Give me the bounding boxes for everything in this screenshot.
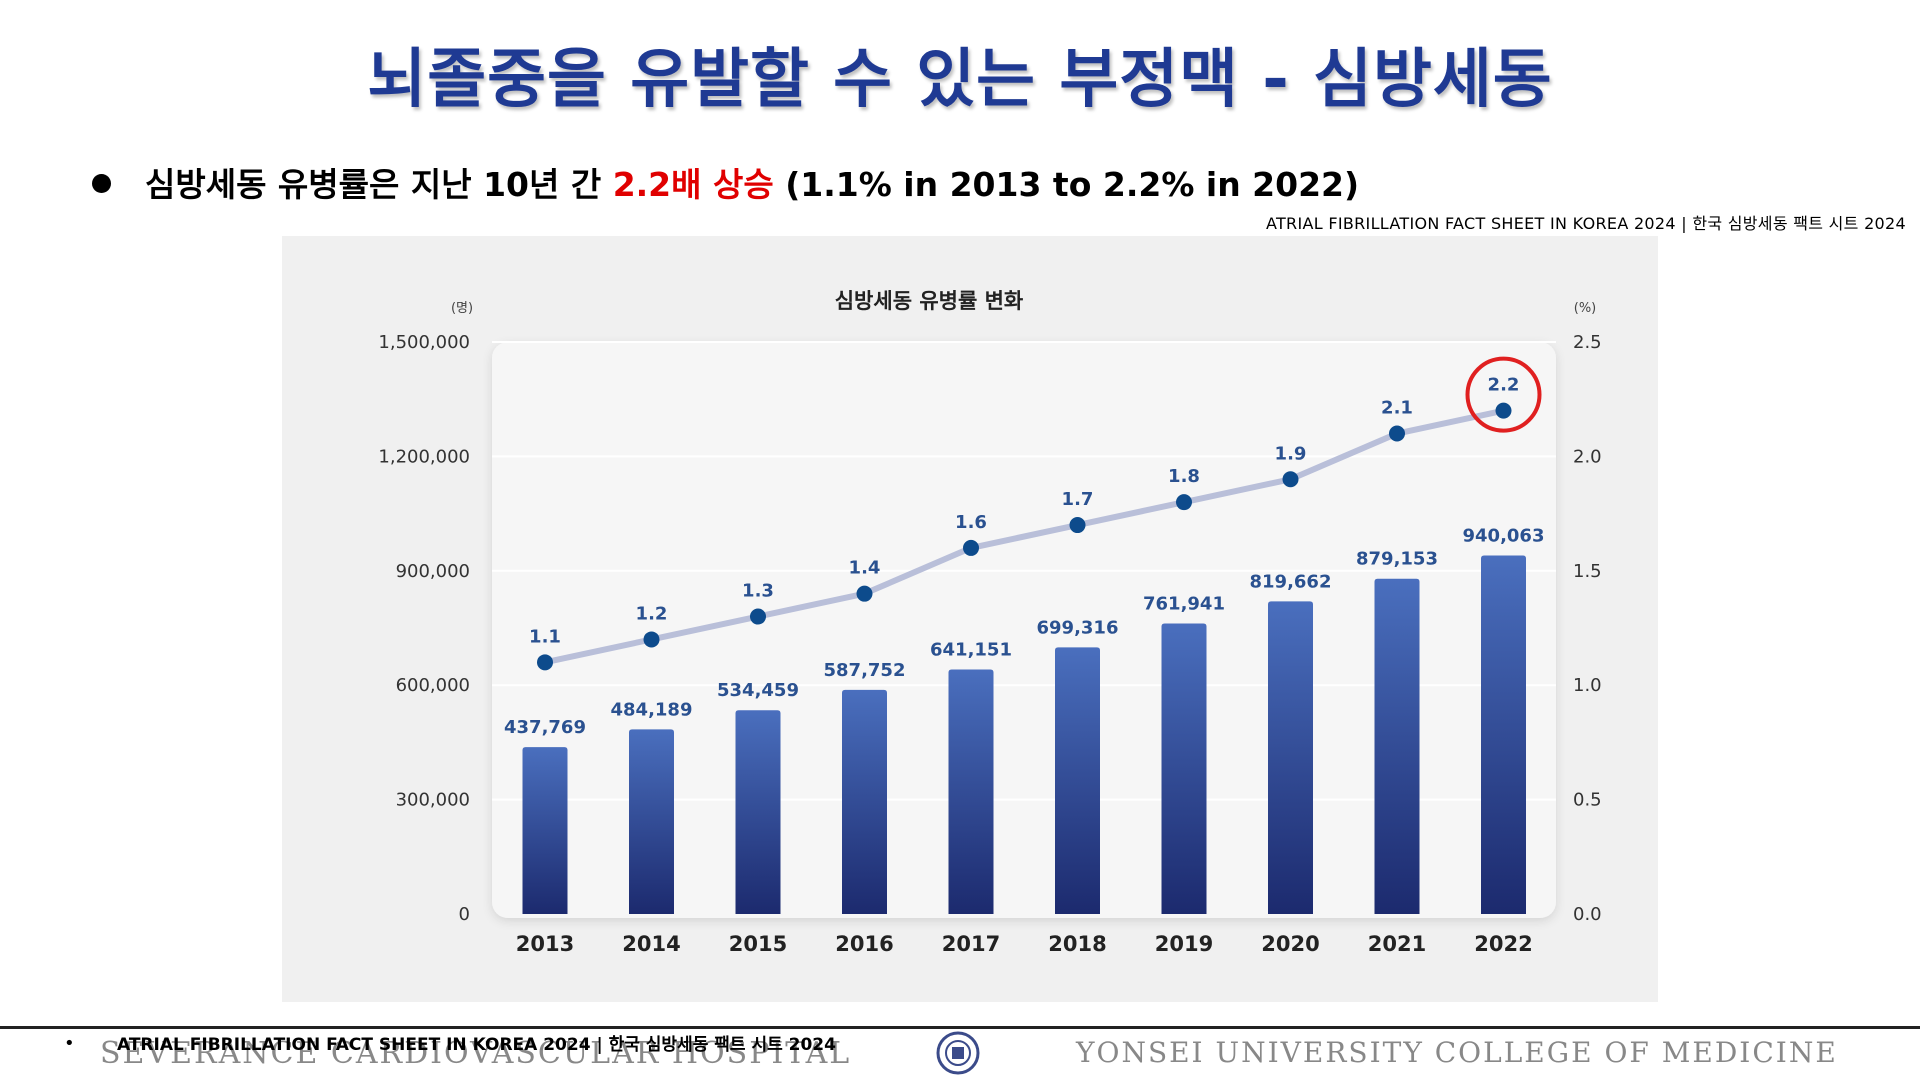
chart-panel: 심방세동 유병률 변화 (명) (%) 0 300,000 600,000 900,0… bbox=[282, 236, 1658, 1002]
bar-value-label: 761,941 bbox=[1143, 593, 1225, 614]
line-point bbox=[750, 608, 766, 625]
bar bbox=[842, 689, 887, 914]
bullet-text-suffix: (1.1% in 2013 to 2.2% in 2022) bbox=[773, 165, 1360, 204]
left-axis-tick-label: 300,000 bbox=[396, 790, 470, 811]
bullet-summary: 심방세동 유병률은 지난 10년 간 2.2배 상승 (1.1% in 2013… bbox=[92, 158, 1359, 206]
line-point bbox=[1495, 402, 1512, 419]
footer-bullet: • bbox=[64, 1033, 75, 1054]
line-value-label: 1.4 bbox=[849, 558, 881, 579]
highlight-circle bbox=[1465, 356, 1542, 433]
x-axis-tick-label: 2019 bbox=[1155, 932, 1213, 956]
bar-value-label: 819,662 bbox=[1250, 571, 1332, 592]
left-axis-tick-label: 1,200,000 bbox=[378, 446, 470, 467]
line-point bbox=[1389, 425, 1405, 442]
x-axis-tick-label: 2022 bbox=[1474, 932, 1532, 956]
left-axis-tick-label: 0 bbox=[459, 904, 470, 925]
bullet-dot-icon bbox=[92, 174, 111, 193]
line-point bbox=[1176, 494, 1192, 511]
x-axis-tick-label: 2015 bbox=[729, 932, 787, 956]
x-axis-tick-label: 2016 bbox=[835, 932, 893, 956]
bullet-highlight: 2.2배 상승 bbox=[612, 165, 774, 204]
bar bbox=[1161, 623, 1207, 914]
line-point bbox=[856, 585, 873, 602]
right-axis-tick-label: 0.0 bbox=[1573, 904, 1602, 925]
line-value-label: 1.8 bbox=[1168, 466, 1200, 487]
source-citation: ATRIAL FIBRILLATION FACT SHEET IN KOREA … bbox=[1265, 214, 1906, 233]
left-axis-tick-label: 900,000 bbox=[396, 561, 470, 582]
bar-value-label: 699,316 bbox=[1037, 617, 1119, 638]
x-axis-tick-label: 2017 bbox=[942, 932, 1000, 956]
bar bbox=[522, 747, 568, 914]
bar bbox=[629, 729, 674, 914]
line-value-label: 1.1 bbox=[529, 626, 561, 647]
bar bbox=[1055, 647, 1100, 914]
university-seal-icon bbox=[936, 1031, 980, 1075]
footer-college-brand: YONSEI UNIVERSITY COLLEGE OF MEDICINE bbox=[1076, 1036, 1838, 1069]
line-point bbox=[1069, 517, 1086, 534]
line-point bbox=[643, 631, 660, 648]
bar bbox=[1481, 555, 1526, 914]
left-axis-unit: (명) bbox=[451, 301, 473, 316]
x-axis-tick-label: 2018 bbox=[1048, 932, 1106, 956]
bullet-text-prefix: 심방세동 유병률은 지난 10년 간 bbox=[145, 165, 613, 204]
line-point bbox=[1282, 471, 1299, 488]
left-axis-tick-label: 1,500,000 bbox=[378, 332, 470, 353]
right-axis-tick-label: 1.0 bbox=[1573, 675, 1602, 696]
line-value-label: 1.7 bbox=[1062, 489, 1094, 510]
chart-title: 심방세동 유병률 변화 bbox=[835, 289, 1024, 313]
bar-value-label: 437,769 bbox=[504, 717, 586, 738]
slide-title: 뇌졸중을 유발할 수 있는 부정맥 - 심방세동 bbox=[367, 43, 1553, 117]
line-value-label: 1.2 bbox=[636, 603, 668, 624]
line-point bbox=[963, 539, 979, 556]
right-axis-tick-label: 2.5 bbox=[1573, 332, 1602, 353]
right-axis-unit: (%) bbox=[1574, 301, 1597, 316]
x-axis-tick-label: 2021 bbox=[1368, 932, 1426, 956]
bar-value-label: 879,153 bbox=[1356, 549, 1438, 570]
x-axis-tick-label: 2014 bbox=[622, 932, 680, 956]
x-axis-tick-label: 2020 bbox=[1261, 932, 1319, 956]
bar-value-label: 484,189 bbox=[611, 699, 693, 720]
footer-divider bbox=[0, 1026, 1920, 1029]
right-axis-tick-label: 2.0 bbox=[1573, 446, 1602, 467]
bar-value-label: 587,752 bbox=[824, 660, 906, 681]
bar bbox=[948, 669, 994, 914]
x-axis-tick-label: 2013 bbox=[516, 932, 574, 956]
bar-value-label: 641,151 bbox=[930, 640, 1012, 661]
bar bbox=[1268, 601, 1313, 914]
line-value-label: 1.6 bbox=[955, 512, 987, 533]
line-value-label: 1.3 bbox=[742, 581, 774, 602]
prevalence-line bbox=[542, 407, 1507, 666]
left-axis-tick-label: 600,000 bbox=[396, 675, 470, 696]
line-point bbox=[537, 654, 553, 671]
bar bbox=[1374, 578, 1420, 914]
right-axis-tick-label: 0.5 bbox=[1573, 790, 1602, 811]
bar-value-label: 940,063 bbox=[1463, 526, 1545, 547]
bar-value-label: 534,459 bbox=[717, 680, 799, 701]
line-value-label: 2.1 bbox=[1381, 398, 1413, 419]
right-axis-tick-label: 1.5 bbox=[1573, 561, 1602, 582]
footer-source-citation: ATRIAL FIBRILLATION FACT SHEET IN KOREA … bbox=[117, 1035, 836, 1055]
footer-hospital-brand: SEVERANCE CARDIOVASCULAR HOSPITAL bbox=[100, 1036, 852, 1071]
line-value-label: 1.9 bbox=[1275, 443, 1307, 464]
bar bbox=[735, 710, 781, 914]
prevalence-chart: 심방세동 유병률 변화 (명) (%) 0 300,000 600,000 900,0… bbox=[378, 289, 1602, 956]
line-value-label: 2.2 bbox=[1488, 375, 1520, 396]
